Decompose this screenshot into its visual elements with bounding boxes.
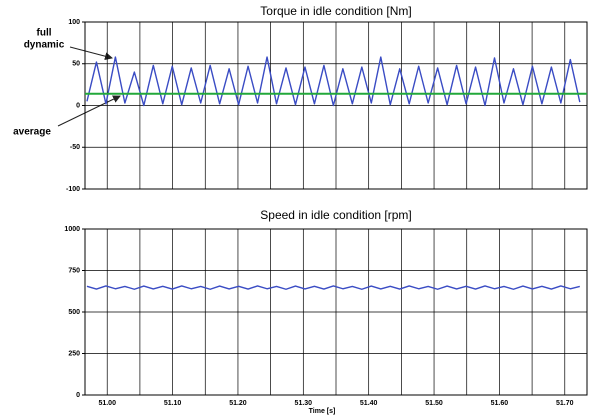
annotation: dynamic — [24, 40, 65, 51]
data-line — [86, 285, 580, 290]
x-tick-label: 51.70 — [556, 400, 574, 407]
y-tick-label: 0 — [76, 392, 80, 399]
data-line — [86, 56, 581, 107]
y-tick-label: -100 — [66, 186, 80, 193]
x-tick-label: 51.10 — [164, 400, 182, 407]
y-tick-label: 250 — [68, 350, 80, 357]
y-tick-label: -50 — [70, 144, 80, 151]
y-tick-label: 50 — [72, 61, 80, 68]
annotation-arrow — [69, 46, 113, 61]
chart-title: Speed in idle condition [rpm] — [260, 208, 411, 222]
x-tick-label: 51.00 — [98, 400, 116, 407]
x-axis-label: Time [s] — [309, 408, 336, 415]
y-tick-label: 100 — [68, 19, 80, 26]
x-tick-label: 51.30 — [295, 400, 313, 407]
x-tick-label: 51.60 — [491, 400, 509, 407]
annotation-arrow — [57, 95, 121, 127]
chart-title: Torque in idle condition [Nm] — [260, 4, 411, 18]
annotation: full — [37, 28, 52, 39]
x-tick-label: 51.40 — [360, 400, 378, 407]
y-tick-label: 0 — [76, 102, 80, 109]
annotation: average — [13, 127, 51, 138]
y-tick-label: 500 — [68, 309, 80, 316]
y-tick-label: 750 — [68, 267, 80, 274]
y-tick-label: 1000 — [64, 226, 80, 233]
x-tick-label: 51.50 — [425, 400, 443, 407]
x-tick-label: 51.20 — [229, 400, 247, 407]
